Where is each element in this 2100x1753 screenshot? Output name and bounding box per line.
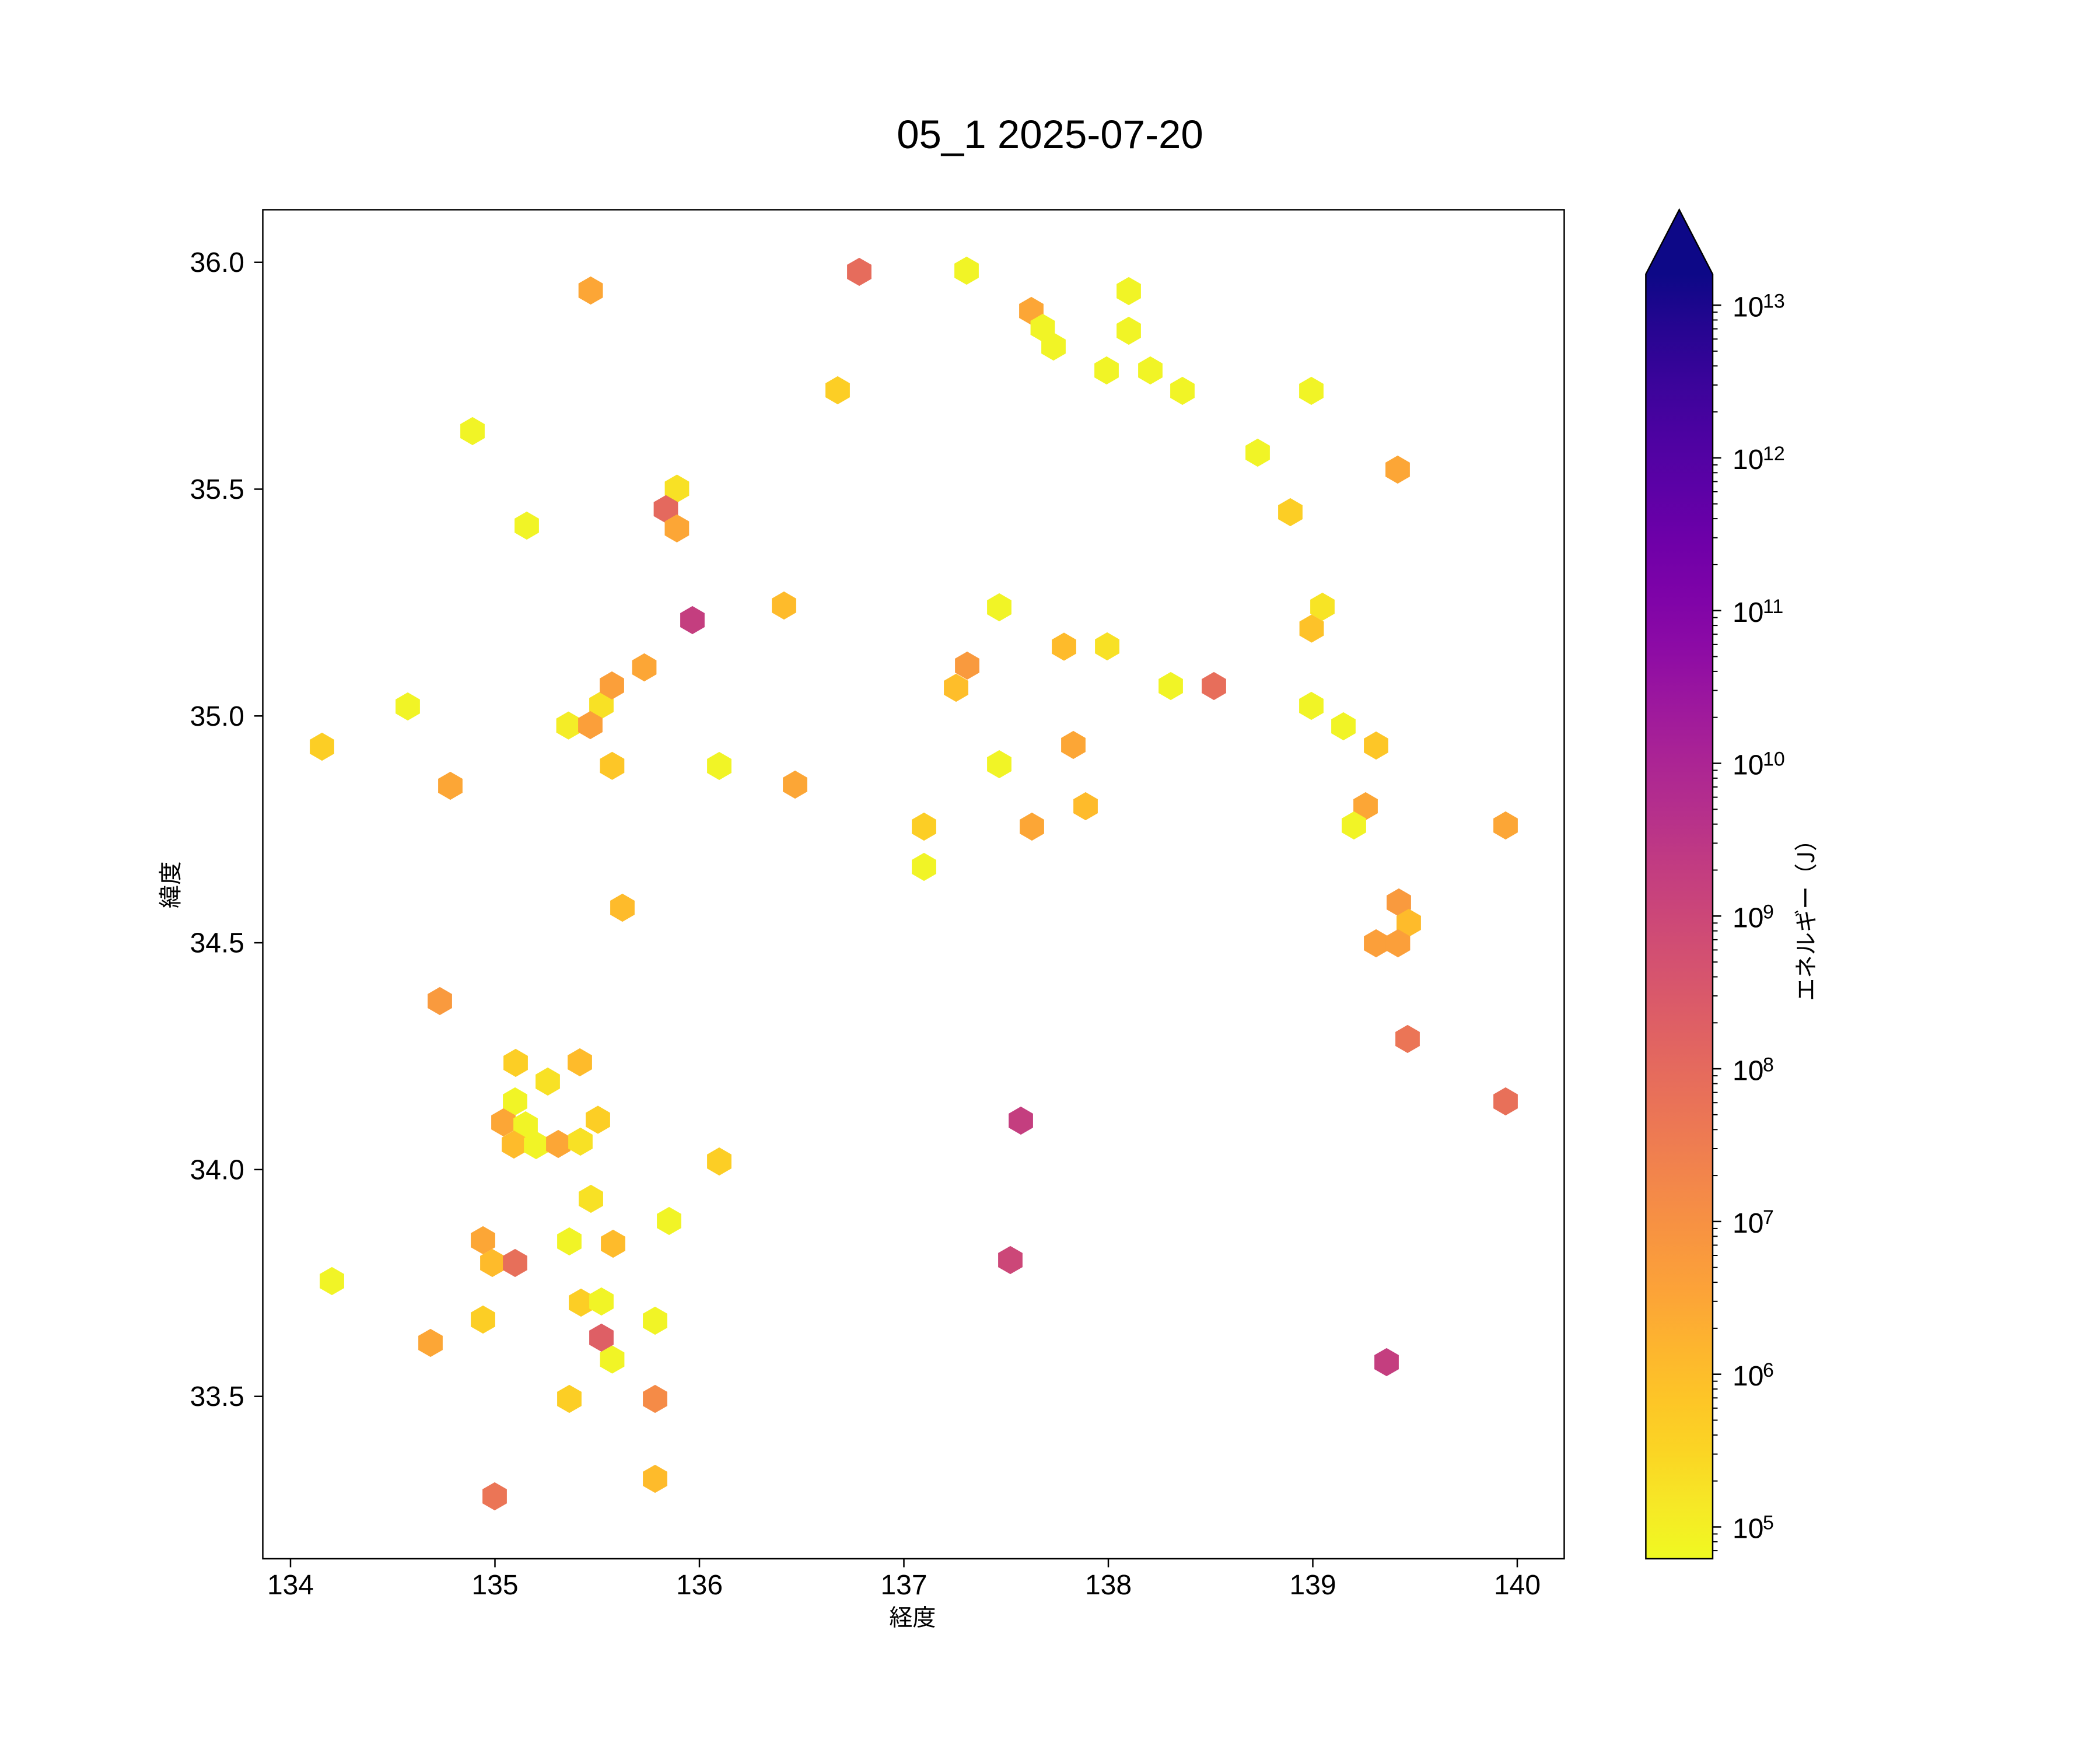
svg-text:5: 5 [1763, 1512, 1774, 1534]
svg-text:13: 13 [1763, 290, 1785, 312]
svg-text:135: 135 [471, 1570, 518, 1601]
svg-text:8: 8 [1763, 1054, 1774, 1076]
svg-text:10: 10 [1732, 597, 1763, 628]
svg-text:12: 12 [1763, 443, 1785, 465]
svg-text:11: 11 [1763, 596, 1783, 618]
svg-text:10: 10 [1732, 1208, 1763, 1239]
svg-text:7: 7 [1763, 1206, 1774, 1229]
svg-text:35.0: 35.0 [190, 701, 244, 732]
svg-text:10: 10 [1763, 748, 1785, 771]
svg-text:10: 10 [1732, 292, 1763, 323]
svg-text:33.5: 33.5 [190, 1381, 244, 1412]
svg-text:36.0: 36.0 [190, 247, 244, 278]
svg-text:34.5: 34.5 [190, 928, 244, 959]
svg-text:35.5: 35.5 [190, 474, 244, 505]
svg-text:10: 10 [1732, 903, 1763, 934]
svg-text:05_1 2025-07-20: 05_1 2025-07-20 [897, 112, 1203, 157]
svg-text:34.0: 34.0 [190, 1154, 244, 1185]
svg-text:137: 137 [880, 1570, 927, 1601]
svg-text:138: 138 [1085, 1570, 1132, 1601]
svg-text:139: 139 [1289, 1570, 1336, 1601]
svg-text:140: 140 [1494, 1570, 1541, 1601]
svg-text:10: 10 [1732, 445, 1763, 475]
svg-text:6: 6 [1763, 1359, 1774, 1381]
svg-text:136: 136 [676, 1570, 723, 1601]
svg-text:9: 9 [1763, 901, 1774, 923]
svg-text:134: 134 [267, 1570, 314, 1601]
svg-text:10: 10 [1732, 1055, 1763, 1086]
svg-text:10: 10 [1732, 1361, 1763, 1392]
svg-text:10: 10 [1732, 750, 1763, 781]
svg-text:10: 10 [1732, 1514, 1763, 1545]
